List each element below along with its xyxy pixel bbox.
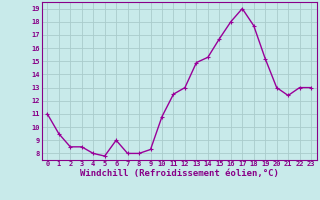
X-axis label: Windchill (Refroidissement éolien,°C): Windchill (Refroidissement éolien,°C)	[80, 169, 279, 178]
